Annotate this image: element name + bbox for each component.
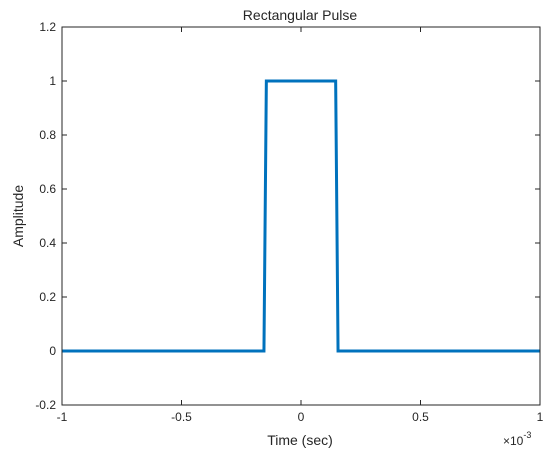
y-tick-label: -0.2 bbox=[35, 398, 56, 412]
x-axis-exponent-base: ×10 bbox=[503, 434, 524, 448]
x-tick-label: 1 bbox=[537, 410, 544, 424]
y-tick-label: 0.2 bbox=[39, 290, 56, 304]
plot-area: -1 -0.5 0 0.5 1 -0.2 0 0.2 0.4 0.6 0.8 1 1.2 bbox=[35, 20, 543, 424]
axes-box bbox=[61, 26, 541, 406]
x-axis-exponent: ×10-3 bbox=[503, 430, 531, 448]
x-axis-ticks: -1 -0.5 0 0.5 1 bbox=[57, 27, 544, 424]
chart-title: Rectangular Pulse bbox=[243, 7, 358, 23]
y-tick-label: 0.6 bbox=[39, 182, 56, 196]
series-layer bbox=[62, 79, 540, 353]
x-tick-label: 0 bbox=[298, 410, 305, 424]
x-axis-label: Time (sec) bbox=[267, 432, 333, 448]
y-tick-label: 1.2 bbox=[39, 20, 56, 34]
x-axis-exponent-power: -3 bbox=[523, 430, 531, 440]
x-tick-label: 0.5 bbox=[412, 410, 429, 424]
axes-frame bbox=[61, 26, 541, 406]
y-tick-label: 0.8 bbox=[39, 128, 56, 142]
x-tick-label: -0.5 bbox=[171, 410, 192, 424]
series-line-0 bbox=[62, 79, 540, 353]
y-tick-label: 1 bbox=[49, 74, 56, 88]
y-axis-label: Amplitude bbox=[10, 185, 26, 247]
y-tick-label: 0.4 bbox=[39, 236, 56, 250]
x-tick-label: -1 bbox=[57, 410, 68, 424]
y-tick-label: 0 bbox=[49, 344, 56, 358]
